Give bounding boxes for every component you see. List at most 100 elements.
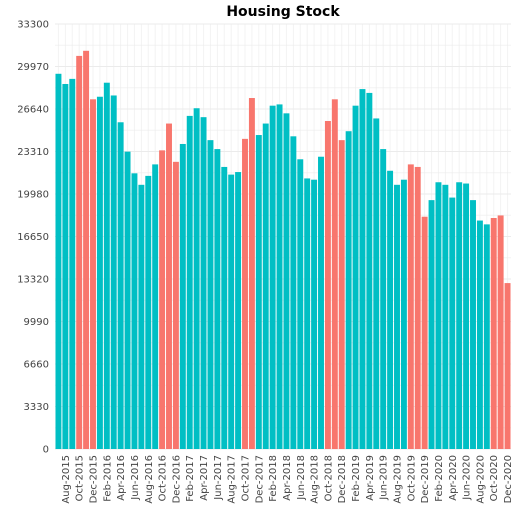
bar bbox=[193, 108, 200, 449]
bar bbox=[55, 73, 62, 449]
bar bbox=[324, 120, 331, 449]
bar bbox=[159, 150, 166, 449]
bar bbox=[276, 104, 283, 450]
bar bbox=[318, 156, 324, 449]
x-tick-label: Jun-2017 bbox=[213, 455, 224, 501]
y-tick-label: 13320 bbox=[17, 275, 49, 286]
x-tick-label: Oct-2019 bbox=[406, 455, 417, 501]
x-tick-label: Oct-2015 bbox=[75, 455, 86, 501]
bar bbox=[235, 172, 242, 450]
x-tick-label: Dec-2017 bbox=[254, 455, 265, 503]
y-tick-label: 33300 bbox=[17, 20, 49, 31]
bar bbox=[338, 140, 345, 449]
x-tick-label: Dec-2016 bbox=[171, 455, 182, 503]
bar bbox=[145, 175, 152, 449]
bar bbox=[62, 83, 69, 449]
bar bbox=[248, 98, 255, 450]
bar bbox=[394, 184, 400, 450]
x-tick-label: Dec-2015 bbox=[89, 455, 100, 503]
bar bbox=[463, 183, 470, 449]
y-axis: 0 3330 6660 9990 13320 16650 19980 23310 26640 29… bbox=[17, 20, 49, 456]
x-tick-label: Aug-2015 bbox=[61, 455, 72, 504]
bar bbox=[400, 179, 407, 450]
bar bbox=[483, 224, 490, 449]
bar bbox=[290, 136, 297, 449]
bar bbox=[69, 78, 76, 449]
bar bbox=[221, 166, 228, 450]
bar bbox=[207, 140, 214, 449]
bar bbox=[255, 135, 262, 449]
bar bbox=[311, 179, 318, 450]
y-tick-label: 26640 bbox=[17, 105, 49, 116]
x-tick-label: Apr-2020 bbox=[448, 455, 459, 501]
x-tick-label: Aug-2019 bbox=[393, 455, 404, 504]
bar bbox=[228, 174, 235, 450]
bar bbox=[103, 82, 110, 449]
y-tick-label: 23310 bbox=[17, 147, 49, 158]
x-axis: Aug-2015 Oct-2015 Dec-2015 Feb-2016 Apr-2016… bbox=[61, 455, 514, 504]
bar bbox=[476, 220, 483, 449]
x-tick-label: Feb-2019 bbox=[351, 455, 362, 502]
bar bbox=[83, 50, 90, 449]
bar bbox=[345, 131, 352, 449]
bar bbox=[456, 182, 463, 450]
x-tick-label: Oct-2018 bbox=[323, 455, 334, 501]
bar bbox=[166, 123, 172, 449]
bar bbox=[110, 95, 117, 450]
x-tick-label: Dec-2020 bbox=[503, 455, 514, 503]
y-tick-label: 0 bbox=[43, 445, 49, 456]
x-tick-label: Aug-2017 bbox=[227, 455, 238, 504]
bar bbox=[407, 164, 414, 450]
bar bbox=[131, 173, 138, 449]
x-tick-label: Feb-2016 bbox=[102, 455, 113, 502]
x-tick-label: Oct-2020 bbox=[489, 455, 500, 501]
chart-bars bbox=[55, 50, 511, 450]
bar bbox=[262, 123, 269, 449]
bar bbox=[179, 143, 186, 449]
bar bbox=[200, 117, 207, 450]
bar bbox=[242, 138, 248, 449]
bar bbox=[269, 105, 276, 450]
bar bbox=[117, 122, 124, 450]
bar bbox=[283, 113, 290, 449]
bar bbox=[90, 99, 96, 450]
x-tick-label: Jun-2016 bbox=[130, 455, 141, 501]
bar bbox=[470, 200, 476, 449]
bar bbox=[490, 217, 497, 449]
bar bbox=[373, 118, 380, 449]
x-tick-label: Aug-2016 bbox=[144, 455, 155, 504]
x-tick-label: Apr-2017 bbox=[199, 455, 210, 501]
chart-title: Housing Stock bbox=[226, 4, 340, 20]
bar bbox=[172, 161, 179, 450]
bar bbox=[359, 89, 366, 449]
x-tick-label: Aug-2020 bbox=[475, 455, 486, 504]
x-tick-label: Jun-2020 bbox=[462, 455, 473, 501]
bar bbox=[352, 105, 359, 450]
x-tick-label: Jun-2019 bbox=[379, 455, 390, 501]
y-tick-label: 9990 bbox=[24, 317, 49, 328]
x-tick-label: Aug-2018 bbox=[310, 455, 321, 504]
x-tick-label: Feb-2018 bbox=[268, 455, 279, 502]
bar bbox=[152, 164, 159, 450]
bar bbox=[414, 166, 421, 450]
y-tick-label: 3330 bbox=[24, 402, 49, 413]
x-tick-label: Dec-2019 bbox=[420, 455, 431, 503]
bar bbox=[124, 151, 131, 449]
x-tick-label: Feb-2020 bbox=[434, 455, 445, 502]
x-tick-label: Apr-2019 bbox=[365, 455, 376, 501]
x-tick-label: Apr-2018 bbox=[282, 455, 293, 501]
bar bbox=[297, 159, 304, 449]
x-tick-label: Jun-2018 bbox=[296, 455, 307, 501]
bar bbox=[214, 149, 221, 449]
bar bbox=[96, 96, 103, 450]
bar bbox=[138, 184, 145, 450]
x-tick-label: Oct-2017 bbox=[241, 455, 252, 501]
x-tick-label: Apr-2016 bbox=[116, 455, 127, 501]
bar bbox=[497, 215, 504, 449]
x-tick-label: Feb-2017 bbox=[185, 455, 196, 502]
x-tick-label: Dec-2018 bbox=[337, 455, 348, 503]
bar bbox=[331, 99, 338, 450]
bar bbox=[186, 115, 193, 449]
bar bbox=[366, 92, 373, 450]
